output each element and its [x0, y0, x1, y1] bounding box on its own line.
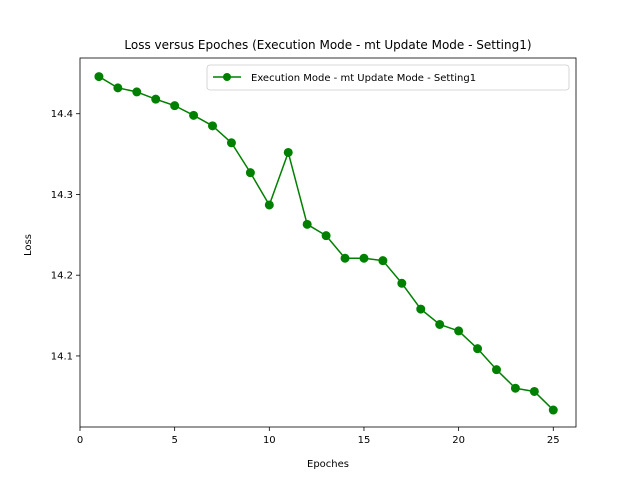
data-point: [397, 278, 407, 288]
x-tick-label: 0: [77, 435, 83, 446]
data-point: [340, 253, 350, 263]
data-point: [378, 256, 388, 266]
data-point: [321, 231, 331, 241]
x-tick-label: 25: [547, 435, 560, 446]
data-point: [226, 138, 236, 148]
data-point: [170, 101, 180, 111]
data-point: [264, 200, 274, 210]
y-tick-label: 14.2: [51, 271, 73, 282]
x-tick-label: 15: [358, 435, 371, 446]
data-point: [189, 110, 199, 120]
legend-marker-swatch: [223, 73, 231, 81]
x-tick-label: 10: [263, 435, 276, 446]
y-tick-label: 14.3: [51, 190, 73, 201]
x-tick-label: 5: [171, 435, 177, 446]
data-point: [151, 94, 161, 104]
data-point: [473, 344, 483, 354]
chart-title: Loss versus Epoches (Execution Mode - mt…: [124, 38, 531, 52]
data-point: [529, 386, 539, 396]
legend-label: Execution Mode - mt Update Mode - Settin…: [251, 73, 476, 84]
data-point: [435, 319, 445, 329]
x-tick-label: 20: [452, 435, 465, 446]
data-point: [510, 383, 520, 393]
plot-area: 0 5 10 15 20 25 14.1 14.2 14.3 14.4: [51, 57, 577, 446]
data-point: [359, 253, 369, 263]
data-point: [491, 365, 501, 375]
data-point: [302, 219, 312, 229]
data-point: [113, 83, 123, 93]
y-axis-label: Loss: [23, 234, 34, 256]
data-point: [416, 304, 426, 314]
y-tick-label: 14.4: [51, 109, 73, 120]
data-point: [454, 326, 464, 336]
legend-frame: [206, 64, 570, 91]
data-point: [548, 405, 558, 415]
data-point: [245, 168, 255, 178]
y-tick-label: 14.1: [51, 351, 73, 362]
data-point: [283, 147, 293, 157]
data-point: [94, 72, 104, 82]
data-point: [208, 121, 218, 131]
x-axis-label: Epoches: [307, 459, 349, 470]
data-point: [132, 87, 142, 97]
legend: Execution Mode - mt Update Mode - Settin…: [206, 64, 570, 91]
axes-frame: [79, 57, 577, 428]
